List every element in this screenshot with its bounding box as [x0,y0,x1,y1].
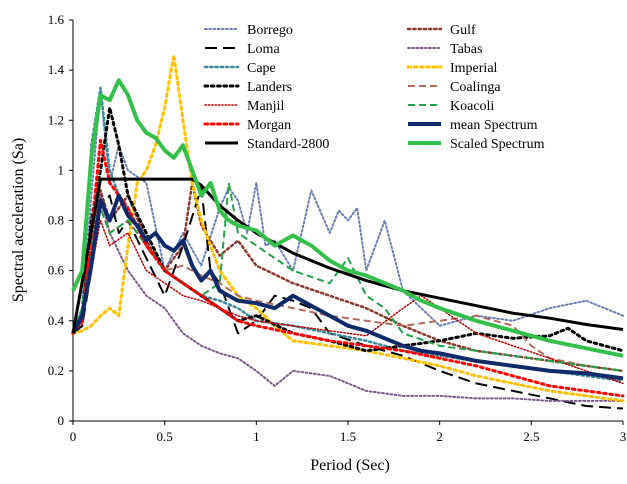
y-tick-label: 0.2 [48,363,64,378]
legend-entry: Cape [203,61,276,76]
series-line-scaled-spectrum [71,78,624,358]
legend-entry: Landers [203,80,292,95]
x-tick-label: 2.5 [523,429,539,444]
legend-label: Morgan [247,118,291,133]
legend-label: Cape [247,61,276,76]
y-tick-label: 0.6 [48,263,65,278]
series-line-imperial [71,53,625,403]
series-line-landers [71,106,625,353]
y-tick-label: 1.2 [48,112,64,127]
x-axis-title: Period (Sec) [310,457,390,474]
y-tick-label: 1.6 [48,12,65,27]
legend-label: Standard-2800 [247,137,329,152]
legend-entry: Tabas [407,42,482,57]
legend-label: Loma [247,42,280,57]
legend-label: Coalinga [450,80,501,95]
series-line-mean-spectrum [71,193,624,381]
y-tick-label: 0.4 [48,313,65,328]
series-line-morgan [71,138,625,398]
y-tick-label: 1.4 [48,62,65,77]
legend-entry: mean Spectrum [408,118,538,133]
x-tick-label: 2 [436,429,443,444]
series-lines [71,53,625,410]
x-tick-label: 3 [620,429,627,444]
legend-entry: Standard-2800 [205,137,329,152]
legend-entry: Manjil [204,99,284,114]
legend-label: Koacoli [450,99,494,114]
legend-entry: Borrego [204,23,293,38]
y-axis-title: Spectral acceleration (Sa) [10,138,27,302]
legend-label: Tabas [450,42,482,57]
legend-label: Manjil [247,99,284,114]
x-tick-label: 0 [70,429,77,444]
axes: 0 0.5 1 1.5 2 2.5 3 0 0.2 0.4 0.6 0.8 1 1.2 1.4 1.6 [48,12,627,444]
series-line-manjil [72,219,624,385]
legend-entry: Scaled Spectrum [408,137,545,152]
legend-label: mean Spectrum [450,118,538,133]
legend-entry: Loma [205,42,280,57]
series-line-koacoli [72,181,624,372]
series-line-loma [72,186,624,410]
y-tick-label: 1 [58,162,65,177]
legend: Borrego Gulf Loma Tabas Cape Imperial Landers C… [203,23,545,152]
y-tick-label: 0.8 [48,213,64,228]
legend-label: Scaled Spectrum [450,137,545,152]
x-tick-label: 1 [253,429,260,444]
y-tick-label: 0 [58,413,65,428]
legend-label: Borrego [247,23,293,38]
legend-entry: Morgan [203,118,291,133]
legend-label: Landers [247,80,292,95]
legend-label: Gulf [450,23,476,38]
legend-entry: Coalinga [408,80,501,95]
legend-entry: Gulf [406,23,476,38]
legend-entry: Koacoli [408,99,494,114]
x-tick-label: 1.5 [340,429,356,444]
series-line-coalinga [72,207,624,372]
legend-label: Imperial [450,61,498,76]
x-tick-label: 0.5 [157,429,173,444]
legend-entry: Imperial [406,61,498,76]
series-line-borrego [72,89,624,335]
